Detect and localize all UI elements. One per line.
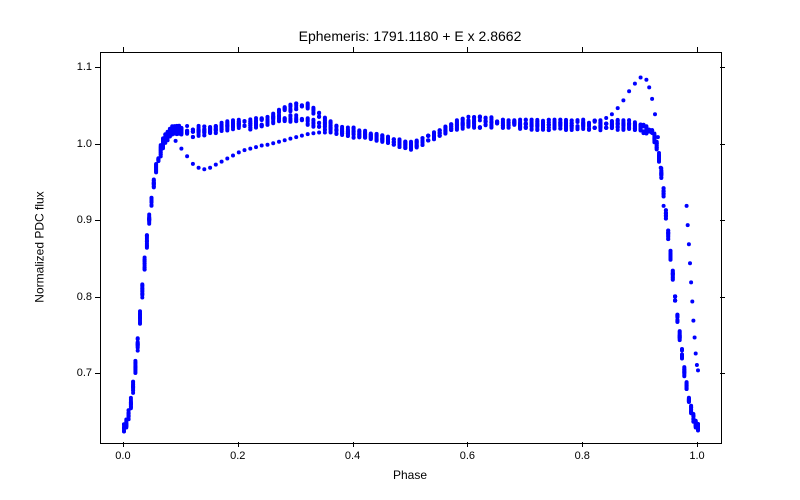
ytick-mark xyxy=(95,220,100,221)
xtick-mark xyxy=(238,442,239,447)
x-axis-label: Phase xyxy=(100,468,720,482)
ytick-mark xyxy=(720,67,725,68)
xtick-mark xyxy=(582,442,583,447)
xtick-mark xyxy=(697,47,698,52)
xtick-label: 0.6 xyxy=(460,450,475,462)
xtick-mark xyxy=(467,47,468,52)
ytick-mark xyxy=(720,297,725,298)
xtick-mark xyxy=(238,47,239,52)
ytick-label: 1.0 xyxy=(52,138,92,150)
xtick-mark xyxy=(582,47,583,52)
xtick-mark xyxy=(123,442,124,447)
ytick-mark xyxy=(720,373,725,374)
ytick-label: 0.7 xyxy=(52,367,92,379)
ytick-mark xyxy=(95,297,100,298)
ytick-mark xyxy=(720,144,725,145)
ytick-label: 0.9 xyxy=(52,214,92,226)
figure: Ephemeris: 1791.1180 + E x 2.8662 Normal… xyxy=(0,0,800,500)
xtick-label: 0.2 xyxy=(230,450,245,462)
xtick-label: 1.0 xyxy=(689,450,704,462)
plot-area xyxy=(100,52,722,444)
ytick-mark xyxy=(720,220,725,221)
xtick-label: 0.8 xyxy=(575,450,590,462)
ytick-mark xyxy=(95,144,100,145)
ytick-mark xyxy=(95,67,100,68)
xtick-mark xyxy=(123,47,124,52)
xtick-mark xyxy=(353,442,354,447)
xtick-mark xyxy=(353,47,354,52)
ytick-label: 1.1 xyxy=(52,61,92,73)
xtick-mark xyxy=(467,442,468,447)
xtick-label: 0.0 xyxy=(115,450,130,462)
chart-title: Ephemeris: 1791.1180 + E x 2.8662 xyxy=(100,28,720,44)
xtick-label: 0.4 xyxy=(345,450,360,462)
y-axis-label: Normalized PDC flux xyxy=(30,52,50,442)
data-layer xyxy=(101,53,721,443)
ytick-mark xyxy=(95,373,100,374)
xtick-mark xyxy=(697,442,698,447)
ytick-label: 0.8 xyxy=(52,291,92,303)
